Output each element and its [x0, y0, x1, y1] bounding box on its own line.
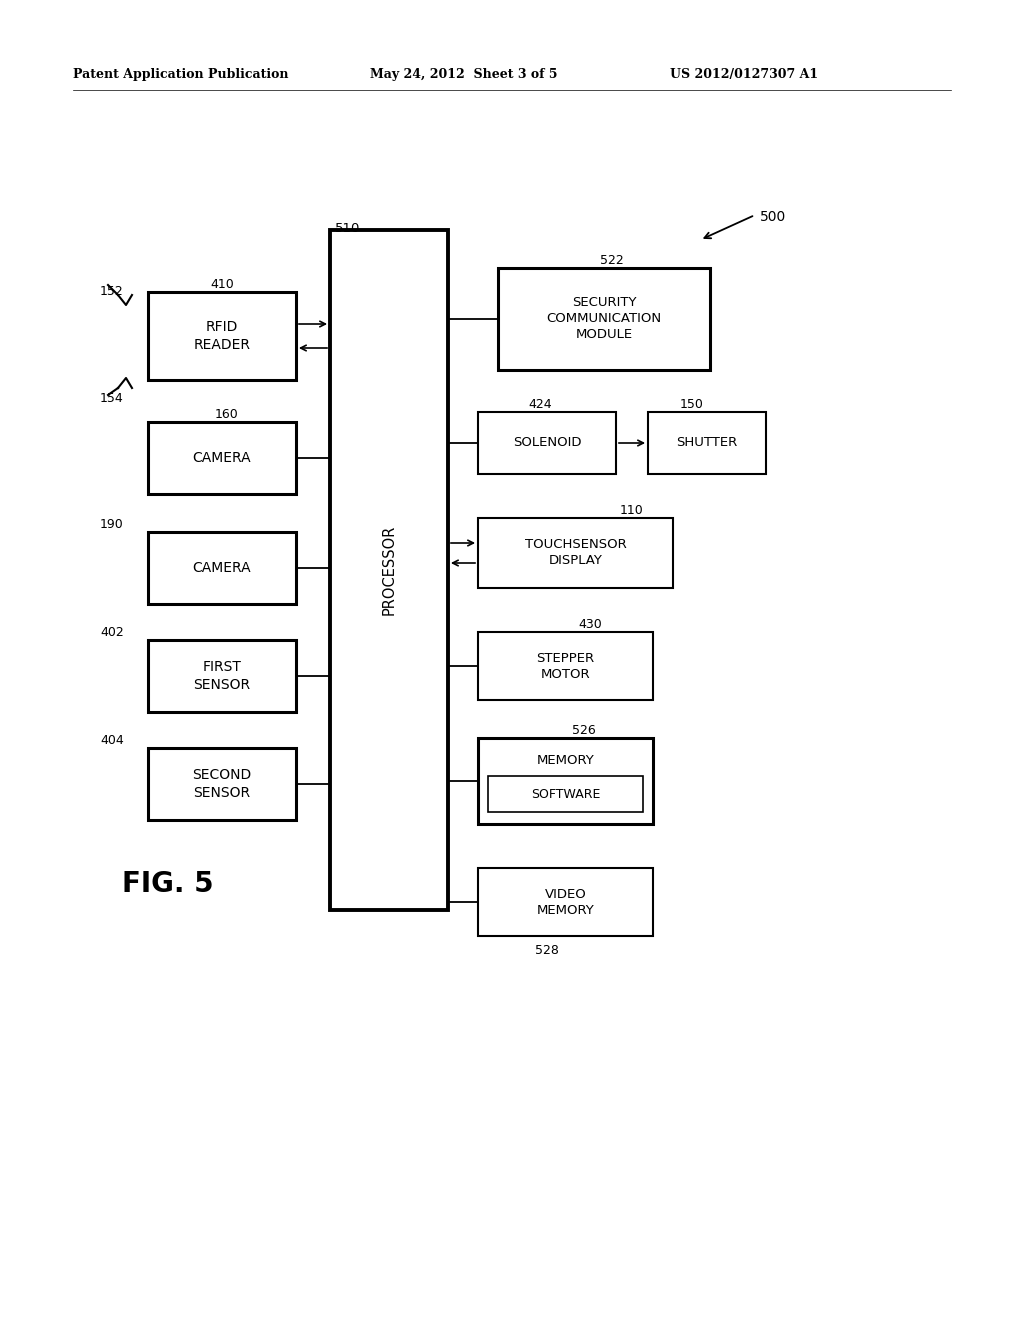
Text: 424: 424 — [528, 399, 552, 411]
Text: 154: 154 — [100, 392, 124, 405]
Bar — [478, 517, 673, 587]
Text: 410: 410 — [210, 279, 233, 290]
Bar — [478, 869, 653, 936]
Bar — [498, 268, 710, 370]
Text: VIDEO
MEMORY: VIDEO MEMORY — [537, 887, 594, 916]
Text: 510: 510 — [335, 222, 360, 235]
Text: TOUCHSENSOR
DISPLAY: TOUCHSENSOR DISPLAY — [524, 539, 627, 568]
Text: May 24, 2012  Sheet 3 of 5: May 24, 2012 Sheet 3 of 5 — [370, 69, 557, 81]
Text: CAMERA: CAMERA — [193, 561, 251, 576]
Text: STEPPER
MOTOR: STEPPER MOTOR — [537, 652, 595, 681]
Text: 190: 190 — [100, 517, 124, 531]
Text: 404: 404 — [100, 734, 124, 747]
Text: Patent Application Publication: Patent Application Publication — [73, 69, 289, 81]
Bar — [148, 532, 296, 605]
Bar — [648, 412, 766, 474]
Bar — [148, 748, 296, 820]
Text: SECOND
SENSOR: SECOND SENSOR — [193, 768, 252, 800]
Bar — [478, 412, 616, 474]
Text: SECURITY
COMMUNICATION
MODULE: SECURITY COMMUNICATION MODULE — [547, 297, 662, 342]
Text: RFID
READER: RFID READER — [194, 321, 251, 351]
Text: 110: 110 — [620, 504, 644, 517]
Text: 402: 402 — [100, 626, 124, 639]
Text: SOLENOID: SOLENOID — [513, 437, 582, 450]
Text: 160: 160 — [215, 408, 239, 421]
Text: CAMERA: CAMERA — [193, 451, 251, 465]
Text: 430: 430 — [578, 618, 602, 631]
Bar — [148, 292, 296, 380]
Text: SOFTWARE: SOFTWARE — [530, 788, 600, 800]
Text: 150: 150 — [680, 399, 703, 411]
Text: FIRST
SENSOR: FIRST SENSOR — [194, 660, 251, 692]
Text: 152: 152 — [100, 285, 124, 298]
Text: 528: 528 — [535, 944, 559, 957]
Text: FIG. 5: FIG. 5 — [122, 870, 214, 898]
Bar — [148, 640, 296, 711]
Text: SHUTTER: SHUTTER — [677, 437, 737, 450]
Bar — [488, 776, 643, 812]
Text: 500: 500 — [760, 210, 786, 224]
Bar — [330, 230, 449, 909]
Text: 522: 522 — [600, 253, 624, 267]
Text: 526: 526 — [572, 723, 596, 737]
Text: US 2012/0127307 A1: US 2012/0127307 A1 — [670, 69, 818, 81]
Bar — [148, 422, 296, 494]
Text: PROCESSOR: PROCESSOR — [382, 525, 396, 615]
Text: MEMORY: MEMORY — [537, 754, 594, 767]
Bar — [478, 632, 653, 700]
Bar — [478, 738, 653, 824]
